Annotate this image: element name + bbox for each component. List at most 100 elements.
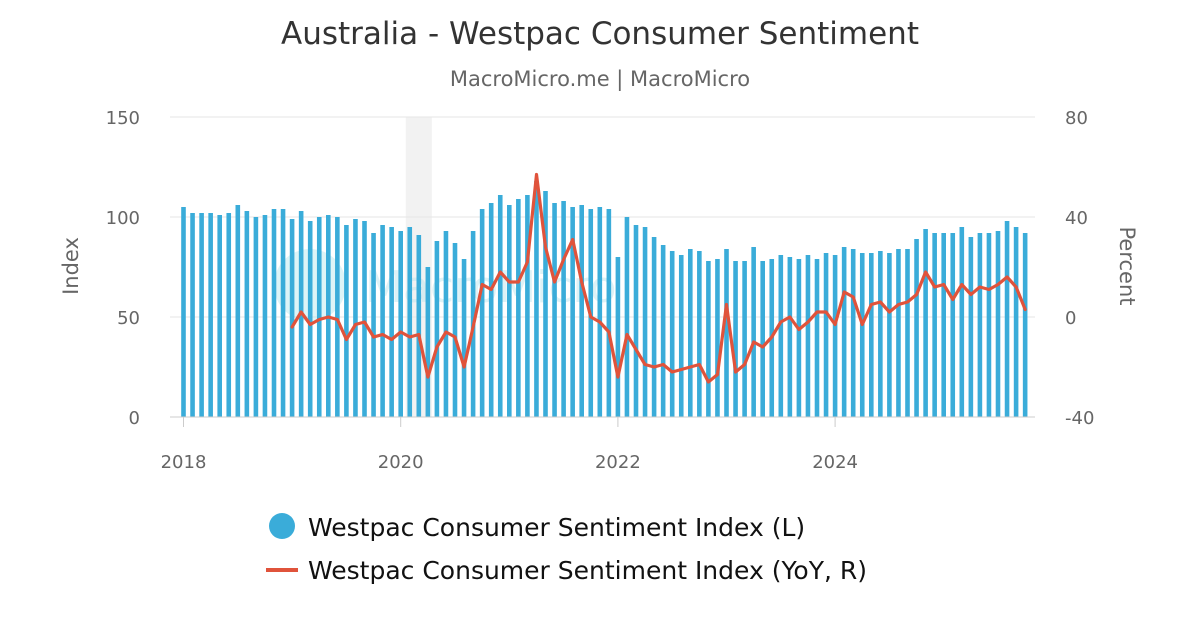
bar[interactable] [208,213,213,417]
bar[interactable] [733,261,738,417]
bar[interactable] [534,181,539,417]
bar[interactable] [615,257,621,417]
bar[interactable] [986,233,992,417]
x-tick-label: 2022 [595,452,641,473]
legend-item-bar-series[interactable]: Westpac Consumer Sentiment Index (L) [269,513,805,542]
bar[interactable] [787,257,793,417]
bar[interactable] [226,213,232,417]
bar[interactable] [579,205,584,417]
bar[interactable] [371,233,376,417]
bar[interactable] [688,249,693,417]
bar[interactable] [669,251,675,417]
bar[interactable] [751,247,756,417]
bar[interactable] [253,217,259,417]
y-right-tick-label: -40 [1065,408,1094,429]
legend-item-line-series[interactable]: Westpac Consumer Sentiment Index (YoY, R… [266,556,867,585]
line-path[interactable] [290,172,1027,384]
bar[interactable] [941,233,946,417]
bar[interactable] [597,207,603,417]
bar[interactable] [344,225,349,417]
bar[interactable] [353,219,358,417]
bar[interactable] [624,217,630,417]
bar[interactable] [896,249,901,417]
bar[interactable] [932,233,937,417]
bar[interactable] [416,235,422,417]
bar[interactable] [316,217,322,417]
bar[interactable] [715,259,720,417]
bar[interactable] [479,209,485,417]
bar[interactable] [724,249,729,417]
bar[interactable] [706,261,711,417]
legend[interactable]: Westpac Consumer Sentiment Index (L) Wes… [266,513,867,585]
legend-label-bar-series: Westpac Consumer Sentiment Index (L) [308,513,805,542]
bar[interactable] [660,245,666,417]
bar[interactable] [841,247,847,417]
bar[interactable] [380,225,385,417]
bar[interactable] [859,253,865,417]
bar[interactable] [398,231,403,417]
bar[interactable] [570,207,575,417]
bar[interactable] [525,195,530,417]
bar[interactable] [561,201,566,417]
bar[interactable] [434,241,440,417]
bar[interactable] [280,209,286,417]
bar[interactable] [516,199,521,417]
bar[interactable] [950,233,956,417]
bar[interactable] [507,205,512,417]
bar[interactable] [878,251,883,417]
bar[interactable] [914,239,919,417]
bar[interactable] [443,231,449,417]
bar[interactable] [335,217,340,417]
bar[interactable] [923,229,928,417]
bar[interactable] [262,215,268,417]
bar[interactable] [606,209,612,417]
bar[interactable] [190,213,195,417]
bar[interactable] [633,225,639,417]
bar[interactable] [497,195,503,417]
bar[interactable] [959,227,965,417]
bar[interactable] [461,259,467,417]
bar[interactable] [552,203,557,417]
bar[interactable] [235,205,241,417]
bar[interactable] [850,249,856,417]
y-right-tick-label: 80 [1065,108,1088,129]
bar[interactable] [760,261,765,417]
bar[interactable] [742,261,747,417]
y-right-ticks: -40 0 40 80 [1065,108,1094,429]
bar[interactable] [181,207,186,417]
bar[interactable] [869,253,874,417]
bar[interactable] [543,191,548,417]
bar[interactable] [968,237,974,417]
bar[interactable] [814,259,820,417]
bar[interactable] [1013,227,1019,417]
bar[interactable] [307,221,313,417]
bar[interactable] [832,255,838,417]
bar[interactable] [244,211,250,417]
bar[interactable] [217,215,222,417]
bar[interactable] [389,227,394,417]
bar[interactable] [1004,221,1010,417]
bar[interactable] [995,231,1001,417]
bar[interactable] [1022,233,1028,417]
y-left-tick-label: 100 [106,208,140,229]
bar[interactable] [452,243,458,417]
bar[interactable] [425,267,431,417]
bar[interactable] [289,219,295,417]
bar[interactable] [778,255,784,417]
bar[interactable] [977,233,983,417]
bar[interactable] [407,227,413,417]
bar[interactable] [905,249,910,417]
bar[interactable] [362,221,367,417]
y-right-tick-label: 0 [1065,308,1076,329]
bar[interactable] [887,253,892,417]
bar[interactable] [271,209,277,417]
bar[interactable] [823,253,829,417]
bar[interactable] [796,259,802,417]
bar[interactable] [488,203,494,417]
bar[interactable] [651,237,657,417]
bar[interactable] [805,255,811,417]
bar[interactable] [199,213,204,417]
bar[interactable] [678,255,684,417]
bar[interactable] [697,251,702,417]
bar[interactable] [642,227,648,417]
